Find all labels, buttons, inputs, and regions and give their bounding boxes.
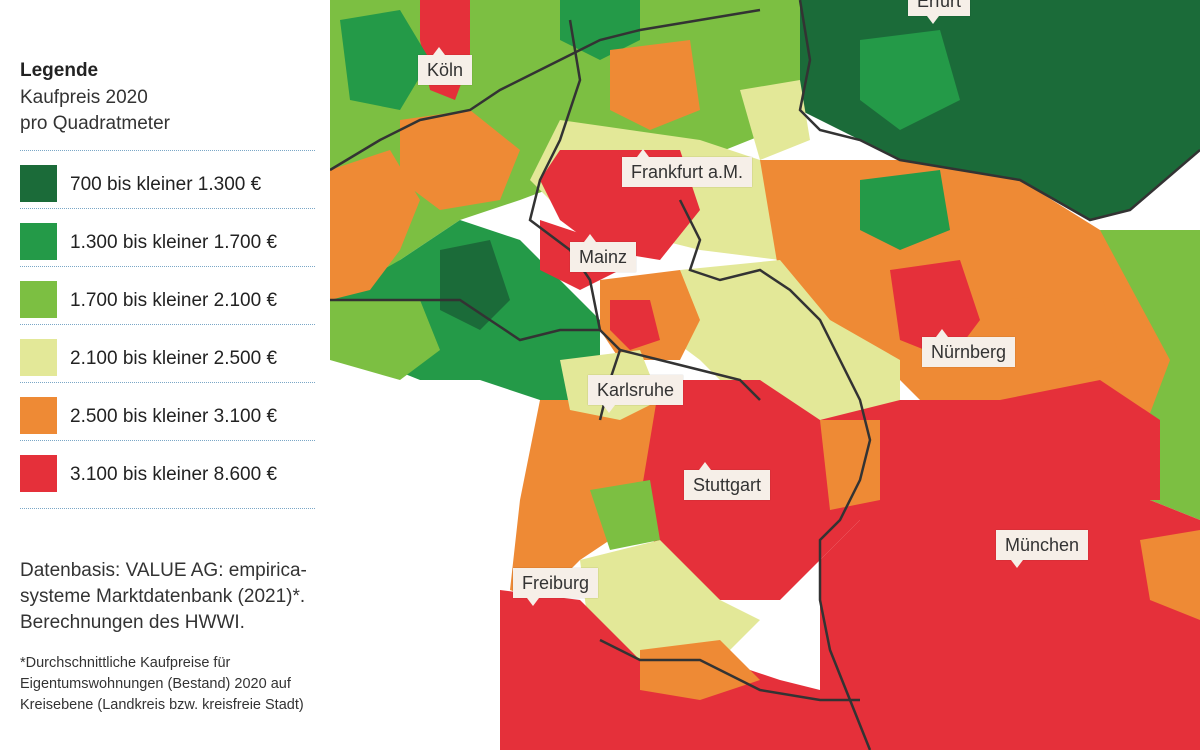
city-label-mainz: Mainz <box>570 242 637 272</box>
legend-subtitle-line1: Kaufpreis 2020 <box>20 87 148 108</box>
city-label-nuernberg: Nürnberg <box>922 337 1016 367</box>
city-label-stuttgart: Stuttgart <box>684 470 771 500</box>
source-line-2: systeme Marktdatenbank (2021)*. <box>20 586 306 607</box>
patch-middle-green <box>560 0 640 60</box>
region-franconia-yellow <box>660 260 900 450</box>
legend-label-class-6: 3.100 bis kleiner 8.600 € <box>70 464 278 485</box>
patch-sauerland-orange <box>610 40 700 130</box>
legend-label-class-5: 2.500 bis kleiner 3.100 € <box>70 406 278 427</box>
legend-swatch-class-1 <box>20 165 57 202</box>
patch-east-orange <box>1140 530 1200 620</box>
city-pin <box>699 462 711 470</box>
legend-swatch-class-2 <box>20 223 57 260</box>
legend-swatch-class-3 <box>20 281 57 318</box>
city-label-frankfurt: Frankfurt a.M. <box>622 157 753 187</box>
city-pin <box>936 329 948 337</box>
patch-upper-palatinate-orange <box>1000 290 1120 380</box>
city-label-freiburg: Freiburg <box>513 568 599 598</box>
patch-nuremberg-red <box>890 260 980 360</box>
legend-label-class-3: 1.700 bis kleiner 2.100 € <box>70 290 278 311</box>
legend-label-class-4: 2.100 bis kleiner 2.500 € <box>70 348 278 369</box>
city-label-karlsruhe: Karlsruhe <box>588 375 684 405</box>
patch-ruhr-green <box>340 10 430 110</box>
patch-allgaeu-orange <box>820 420 880 510</box>
state-border <box>599 638 860 702</box>
state-border <box>619 348 761 401</box>
city-pin <box>603 405 615 413</box>
patch-black-forest-green <box>590 480 660 550</box>
legend-divider <box>20 266 315 267</box>
state-border <box>330 298 600 342</box>
legend-panel: Legende Kaufpreis 2020 pro Quadratmeter … <box>0 0 330 750</box>
legend-divider <box>20 324 315 325</box>
legend-divider <box>20 208 315 209</box>
patch-thuringia-light <box>860 30 960 130</box>
legend-title: Legende <box>20 60 99 81</box>
city-label-erfurt: Erfurt <box>908 0 971 16</box>
legend-subtitle-line2: pro Quadratmeter <box>20 113 170 134</box>
city-pin <box>433 47 445 55</box>
source-line-3: Berechnungen des HWWI. <box>20 612 245 633</box>
city-pin <box>927 16 939 24</box>
footnote-line-3: Kreisebene (Landkreis bzw. kreisfreie St… <box>20 697 304 713</box>
city-label-koeln: Köln <box>418 55 473 85</box>
legend-swatch-class-5 <box>20 397 57 434</box>
legend-swatch-class-6 <box>20 455 57 492</box>
legend-divider <box>20 150 315 151</box>
patch-rhineland-orange <box>400 110 520 210</box>
patch-lake-constance-orange <box>640 640 760 700</box>
region-swabia-yellow <box>580 540 760 660</box>
city-pin <box>637 149 649 157</box>
patch-saar-green <box>330 300 440 380</box>
city-label-muenchen: München <box>996 530 1089 560</box>
source-line-1: Datenbasis: VALUE AG: empirica- <box>20 560 307 581</box>
legend-divider <box>20 440 315 441</box>
region-east-green <box>1100 230 1200 520</box>
patch-mannheim-red <box>610 300 660 350</box>
region-lowerbavaria-red <box>1000 380 1160 500</box>
city-pin <box>1011 560 1023 568</box>
patch-west-orange <box>330 150 420 300</box>
legend-divider <box>20 382 315 383</box>
legend-swatch-class-4 <box>20 339 57 376</box>
state-border <box>329 8 761 172</box>
patch-franconia-green <box>860 170 950 250</box>
state-border <box>678 199 872 750</box>
patch-pfalz-darkgreen <box>440 240 510 330</box>
state-border <box>798 0 1200 222</box>
footnote-line-1: *Durchschnittliche Kaufpreise für <box>20 655 231 671</box>
legend-divider <box>20 508 315 509</box>
legend-label-class-2: 1.300 bis kleiner 1.700 € <box>70 232 278 253</box>
patch-hesse-yellow <box>740 80 810 160</box>
city-pin <box>584 234 596 242</box>
footnote-line-2: Eigentumswohnungen (Bestand) 2020 auf <box>20 676 291 692</box>
legend-label-class-1: 700 bis kleiner 1.300 € <box>70 174 262 195</box>
city-pin <box>527 598 539 606</box>
